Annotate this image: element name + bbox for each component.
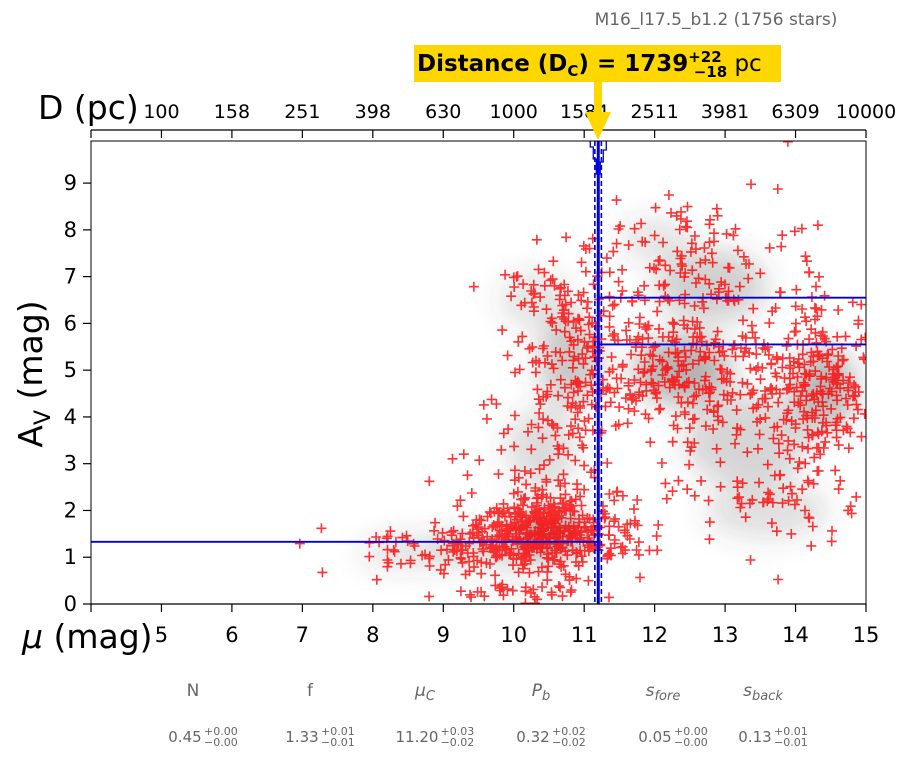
top-tick-label: 2511 — [630, 101, 678, 123]
param-name: Pb — [532, 681, 551, 704]
x-tick-label: 14 — [782, 623, 809, 647]
x-tick-label: 12 — [641, 623, 668, 647]
density-blobs — [359, 218, 856, 597]
top-tick-label: 1000 — [490, 101, 538, 123]
star-plus-markers — [294, 141, 866, 604]
top-axis-ticks: 100 158 251 398 630 1000 1584 2511 3981 6309 10000 — [90, 101, 896, 138]
param-value: 0.13 — [738, 728, 771, 746]
x-tick-label: 7 — [296, 623, 309, 647]
top-tick-label: 100 — [143, 101, 179, 123]
y-tick-label: 9 — [64, 171, 77, 195]
model-lines — [91, 141, 866, 604]
x-tick-label: 5 — [155, 623, 168, 647]
param-minus-error: −0.00 — [674, 736, 708, 749]
param-name: sback — [743, 681, 783, 704]
x-tick-label: 13 — [712, 623, 739, 647]
x-axis-label: μ (mag) — [21, 617, 153, 656]
y-tick-label: 6 — [64, 311, 77, 335]
x-tick-label: 15 — [853, 623, 880, 647]
param-value: 0.32 — [516, 728, 549, 746]
x-tick-label: 8 — [366, 623, 379, 647]
param-minus-error: −0.01 — [774, 736, 808, 749]
param-name: N — [187, 681, 200, 701]
y-tick-label: 3 — [64, 452, 77, 476]
y-tick-label: 1 — [64, 545, 77, 569]
distance-label: Distance (DC) = 1739+22 −18 pc — [417, 48, 762, 81]
distance-arrow-head — [585, 112, 611, 140]
param-name: sfore — [646, 681, 681, 704]
top-tick-label: 3981 — [701, 101, 749, 123]
distance-annotation: Distance (DC) = 1739+22 −18 pc — [414, 45, 781, 140]
param-value: 11.20 — [396, 728, 439, 746]
x-tick-label: 6 — [225, 623, 238, 647]
distance-posterior-histogram — [589, 141, 607, 175]
top-tick-label: 630 — [425, 101, 461, 123]
param-plus-error: +0.03 — [441, 725, 475, 738]
param-minus-error: −0.00 — [204, 736, 238, 749]
param-minus-error: −0.02 — [552, 736, 586, 749]
param-minus-error: −0.02 — [441, 736, 475, 749]
top-tick-label: 251 — [284, 101, 320, 123]
x-tick-label: 10 — [500, 623, 527, 647]
x-tick-label: 9 — [437, 623, 450, 647]
y-tick-label: 2 — [64, 498, 77, 522]
param-plus-error: +0.00 — [674, 725, 708, 738]
param-plus-error: +0.01 — [321, 725, 355, 738]
param-plus-error: +0.00 — [204, 725, 238, 738]
top-tick-label: 158 — [214, 101, 250, 123]
y-tick-label: 8 — [64, 218, 77, 242]
param-value: 1.33 — [285, 728, 318, 746]
x-tick-label: 11 — [571, 623, 598, 647]
density-blob — [683, 394, 810, 487]
y-tick-label: 7 — [64, 265, 77, 289]
y-axis-label: AV (mag) — [11, 300, 56, 447]
chart-subtitle: M16_l17.5_b1.2 (1756 stars) — [595, 10, 838, 30]
y-tick-label: 5 — [64, 358, 77, 382]
param-minus-error: −0.01 — [321, 736, 355, 749]
density-blob — [506, 408, 577, 492]
x-axis-ticks: 5 6 7 8 9 10 11 12 13 14 15 — [90, 604, 880, 647]
y-tick-label: 4 — [64, 405, 77, 429]
top-tick-label: 398 — [355, 101, 391, 123]
top-axis-label: D (pc) — [38, 88, 139, 127]
top-tick-label: 10000 — [836, 101, 896, 123]
param-name: μC — [414, 681, 436, 704]
density-background — [359, 218, 856, 597]
y-tick-label: 0 — [64, 592, 77, 616]
top-tick-label: 6309 — [771, 101, 819, 123]
density-blob — [655, 249, 767, 323]
param-plus-error: +0.02 — [552, 725, 586, 738]
distance-arrow-shaft — [594, 82, 602, 112]
star-markers — [294, 141, 866, 604]
y-axis-ticks: 0 1 2 3 4 5 6 7 8 9 — [64, 171, 91, 616]
distance-box — [414, 45, 781, 82]
param-value: 0.05 — [638, 728, 671, 746]
param-value: 0.45 — [168, 728, 201, 746]
param-name: f — [307, 681, 314, 701]
param-plus-error: +0.01 — [774, 725, 808, 738]
